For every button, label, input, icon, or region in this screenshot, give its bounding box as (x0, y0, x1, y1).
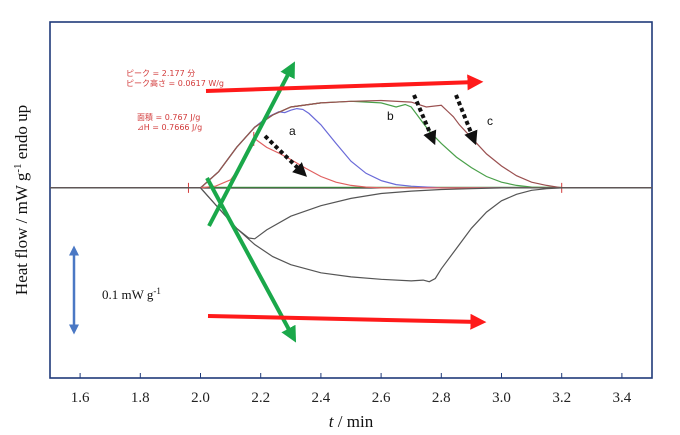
x-axis-label: t / min (329, 412, 374, 431)
annotation-area: 面積 = 0.767 J/g (137, 112, 200, 122)
series-line-lower-2 (50, 187, 652, 283)
y-axis-label: Heat flow / mW g-1 endo up (12, 105, 31, 295)
arrow-a (263, 134, 308, 177)
annotation-peak-time: ピーク = 2.177 分 (126, 69, 195, 78)
x-tick-label: 2.2 (251, 390, 270, 406)
series-line-c (50, 99, 652, 189)
curve-label-b: b (387, 109, 394, 123)
x-tick-label: 2.8 (432, 390, 451, 406)
x-tick-label: 2.4 (312, 390, 331, 406)
x-tick-label: 1.8 (131, 390, 150, 406)
green-arrow-upper (207, 61, 295, 227)
scale-bar-label: 0.1 mW g-1 (102, 286, 161, 302)
x-tick-label: 1.6 (71, 390, 90, 406)
annotation-peak-height: ピーク高さ = 0.0617 W/g (126, 78, 224, 88)
arrow-b (412, 94, 437, 146)
x-tick-label: 2.0 (191, 390, 210, 406)
green-arrow-lower (205, 177, 297, 343)
arrow-c (454, 94, 478, 146)
x-axis-ticks: 1.6 1.8 2.0 2.2 2.4 2.6 2.8 3.0 3.2 3.4 (71, 373, 632, 406)
series-line-a (50, 136, 652, 189)
plot-frame (49, 21, 653, 379)
x-tick-label: 2.6 (372, 390, 391, 406)
curve-label-a: a (289, 124, 296, 138)
red-arrow-lower (207, 313, 487, 330)
series-line-lower-1 (50, 187, 652, 240)
curve-label-c: c (487, 114, 493, 128)
x-tick-label: 3.4 (613, 390, 632, 406)
x-tick-label: 3.0 (492, 390, 511, 406)
annotation-dh: ⊿H = 0.7666 J/g (137, 123, 202, 132)
red-arrow-upper (205, 74, 484, 93)
x-tick-label: 3.2 (552, 390, 571, 406)
